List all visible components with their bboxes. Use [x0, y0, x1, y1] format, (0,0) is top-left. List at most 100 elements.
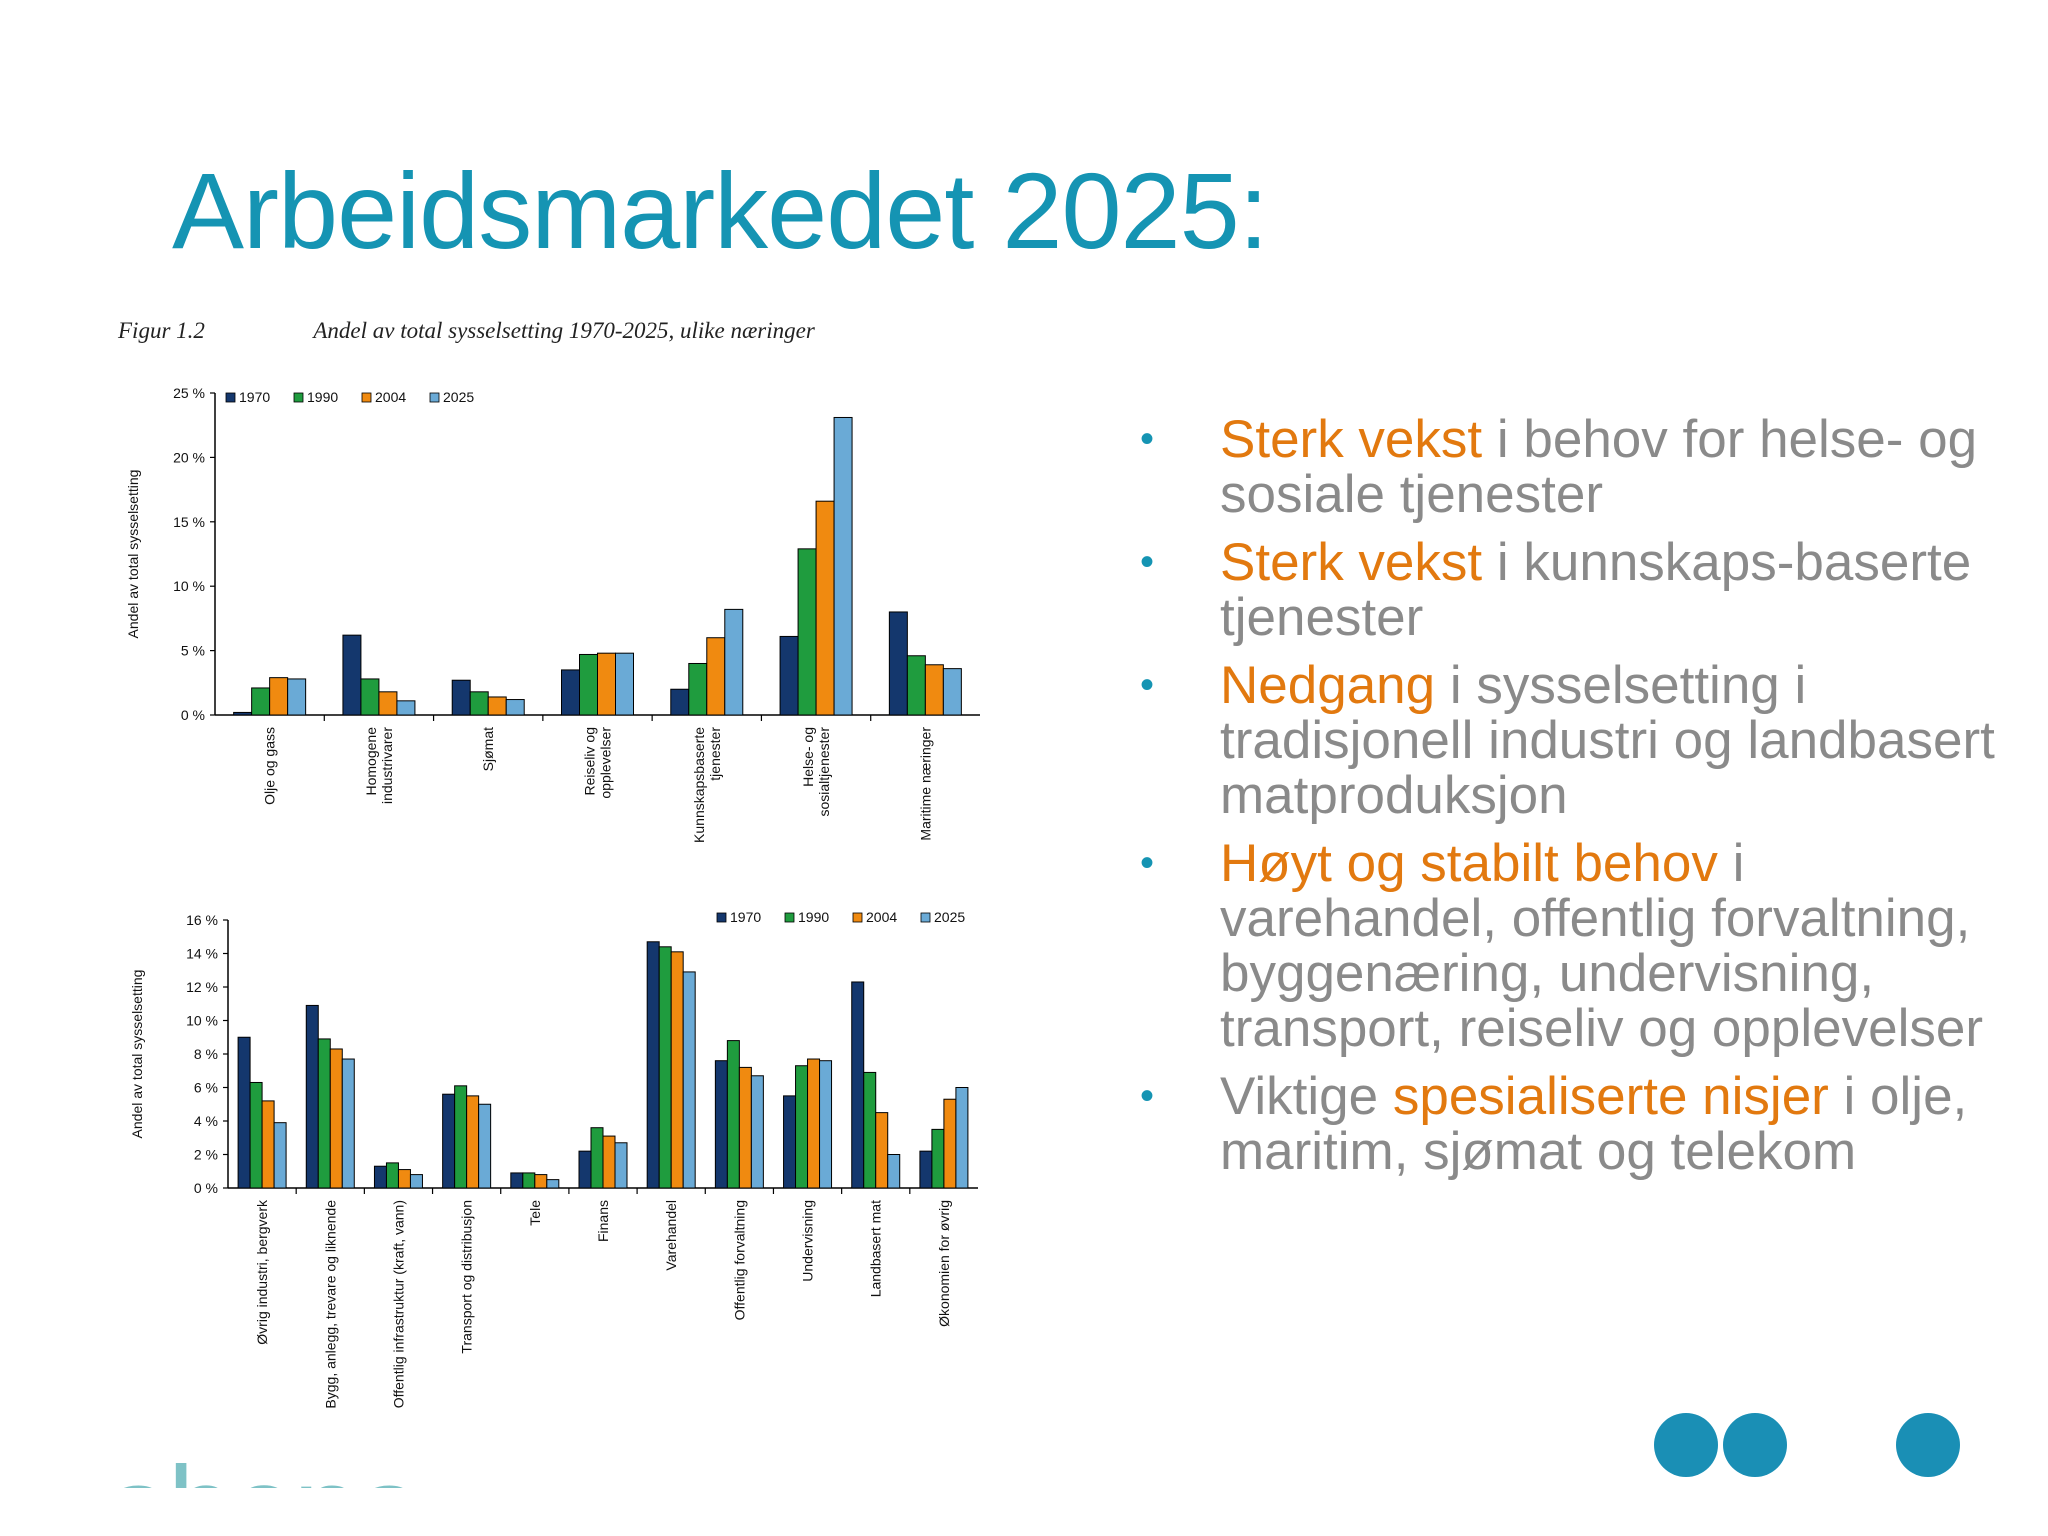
x-tick-label-line: industrivarer	[379, 727, 395, 804]
bar-1970	[670, 688, 690, 716]
x-tick-label: Landbasert mat	[868, 1200, 884, 1297]
x-tick-label: Sjømat	[480, 727, 496, 771]
bullet-icon: •	[1140, 663, 1155, 707]
legend-swatch	[293, 392, 304, 403]
y-tick-label: 5 %	[181, 643, 205, 659]
x-tick-label-line: Helse- og	[800, 727, 816, 787]
y-tick-label: 14 %	[186, 946, 218, 962]
bar-2004	[261, 1100, 275, 1189]
bar-1990	[658, 946, 672, 1189]
chart-bottom: Andel av total sysselsetting 0 % 2 % 4 % 6 %…	[129, 909, 978, 1409]
y-tick-label: 25 %	[173, 385, 205, 401]
bullet-text: i kunnskaps-baserte tjenester	[1220, 533, 1972, 647]
bar-1970	[919, 1150, 933, 1189]
bar-1970	[510, 1172, 524, 1189]
bar-2025	[287, 678, 307, 716]
x-tick-label: Øvrig industri, bergverk	[254, 1199, 270, 1345]
bar-1990	[726, 1040, 740, 1189]
bar-2025	[396, 700, 416, 716]
y-tick-label: 15 %	[173, 514, 205, 530]
x-tick-label: Bygg, anlegg, trevare og liknende	[322, 1200, 338, 1409]
bar-1970	[646, 941, 660, 1189]
bar-1990	[251, 687, 271, 716]
bullet-text: i behov for helse- og sosiale tjenester	[1220, 410, 1978, 524]
y-tick-label: 0 %	[181, 707, 205, 723]
y-tick-label: 20 %	[173, 449, 205, 465]
bar-2004	[924, 664, 944, 716]
bar-1970	[578, 1150, 592, 1189]
bar-2025	[546, 1179, 560, 1189]
bullet-list: • Sterk vekst i behov for helse- og sosia…	[1140, 412, 2020, 1192]
y-axis-label: Andel av total sysselsetting	[129, 970, 145, 1139]
x-tick-label-line: sosialtjenester	[816, 727, 832, 817]
legend-label: 2004	[375, 389, 406, 405]
y-tick-label: 4 %	[194, 1113, 218, 1129]
x-tick-label: Tele	[527, 1200, 543, 1226]
bullet-text: i sysselsetting i tradisjonell industri …	[1220, 656, 1995, 825]
bullet-highlight: Sterk vekst	[1220, 410, 1483, 469]
y-tick-label: 2 %	[194, 1147, 218, 1163]
bar-2004	[378, 691, 398, 716]
bullet-icon: •	[1140, 1074, 1155, 1118]
bullet-icon: •	[1140, 841, 1155, 885]
bar-2025	[942, 668, 962, 716]
bar-1990	[863, 1071, 877, 1189]
x-tick-label-line: Homogene	[363, 727, 379, 796]
bar-2004	[670, 951, 684, 1189]
y-tick-label: 0 %	[194, 1180, 218, 1196]
bar-2025	[273, 1122, 287, 1189]
bullet-item: • Viktige spesialiserte nisjer i olje, ma…	[1140, 1069, 2020, 1179]
bar-1990	[522, 1172, 536, 1189]
x-tick-label-line: Kunnskapsbaserte	[691, 727, 707, 843]
x-tick-label: Olje og gass	[262, 727, 278, 805]
legend-swatch	[920, 912, 931, 923]
bar-1970	[342, 634, 362, 716]
bar-2004	[397, 1169, 411, 1189]
bar-2025	[409, 1174, 423, 1189]
bar-1970	[779, 635, 799, 716]
bullet-item: • Sterk vekst i behov for helse- og sosia…	[1140, 412, 2020, 522]
company-logo: abena	[105, 1440, 419, 1488]
y-tick-label: 8 %	[194, 1046, 218, 1062]
bar-2004	[487, 696, 507, 716]
legend-swatch	[429, 392, 440, 403]
bullet-highlight: Nedgang	[1220, 656, 1436, 715]
bullet-highlight: spesialiserte nisjer	[1392, 1067, 1829, 1126]
legend-swatch	[716, 912, 727, 923]
x-tick-label: Finans	[595, 1200, 611, 1242]
bar-1970	[233, 711, 253, 716]
legend-swatch	[361, 392, 372, 403]
bar-2004	[815, 500, 835, 716]
bar-2025	[833, 416, 853, 716]
figure-number: Figur 1.2	[118, 318, 205, 343]
bar-1970	[237, 1036, 251, 1189]
x-tick-label: Maritime næringer	[917, 727, 933, 841]
x-tick-label: Varehandel	[663, 1200, 679, 1271]
legend-swatch	[784, 912, 795, 923]
x-tick-label: Helse- ogsosialtjenester	[800, 727, 832, 817]
bar-2004	[466, 1095, 480, 1189]
bar-2004	[534, 1174, 548, 1189]
decor-circle-2	[1723, 1413, 1787, 1477]
bar-2004	[943, 1098, 957, 1189]
bar-2004	[269, 677, 289, 716]
legend-label: 2025	[443, 389, 474, 405]
bullet-highlight: Sterk vekst	[1220, 533, 1483, 592]
bar-2025	[341, 1058, 355, 1189]
bar-1990	[454, 1085, 468, 1189]
y-tick-label: 12 %	[186, 979, 218, 995]
bar-2025	[615, 652, 634, 716]
y-tick-label: 10 %	[173, 578, 205, 594]
slide-title: Arbeidsmarkedet 2025:	[172, 150, 1269, 271]
legend-label: 1990	[798, 909, 829, 925]
bar-2004	[329, 1048, 343, 1189]
x-tick-label: Økonomien for øvrig	[936, 1200, 952, 1327]
bar-1990	[795, 1065, 809, 1189]
legend-label: 2025	[934, 909, 965, 925]
bar-1990	[317, 1038, 331, 1189]
bar-2025	[505, 699, 525, 716]
y-axis-label: Andel av total sysselsetting	[125, 470, 141, 639]
legend-label: 1970	[730, 909, 761, 925]
chart-top: Andel av total sysselsetting 0 % 5 % 10 % 15…	[125, 385, 980, 843]
x-tick-label: Reiseliv ogopplevelser	[582, 727, 614, 799]
